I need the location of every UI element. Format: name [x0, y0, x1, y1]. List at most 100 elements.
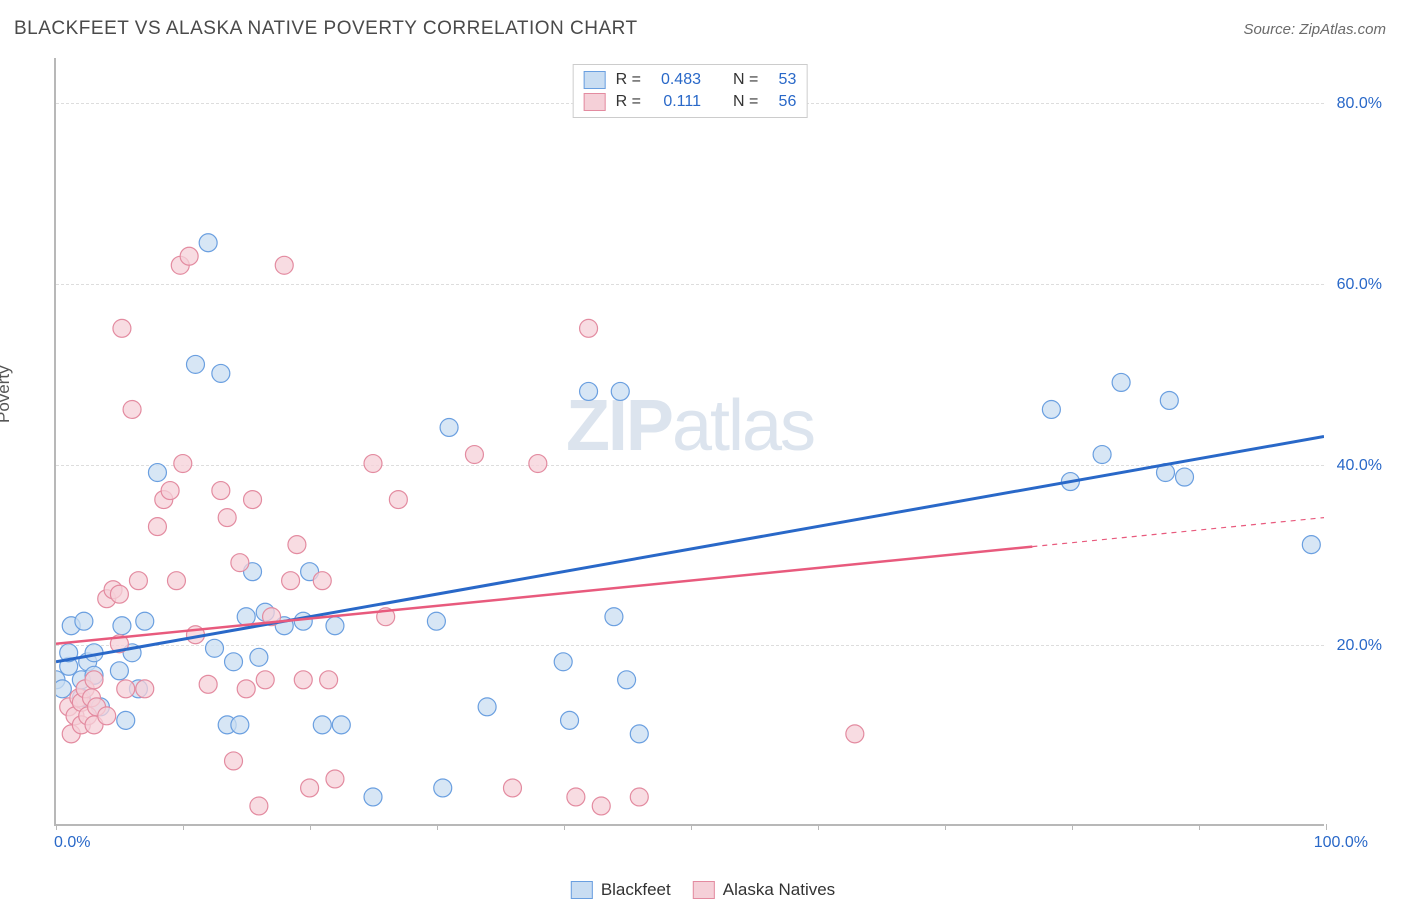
swatch-alaska — [693, 881, 715, 899]
swatch-icon — [584, 93, 606, 111]
x-tick — [691, 824, 692, 830]
data-point — [212, 364, 230, 382]
y-tick-label: 80.0% — [1337, 95, 1382, 113]
x-tick — [1199, 824, 1200, 830]
data-point — [332, 716, 350, 734]
data-point — [288, 536, 306, 554]
data-point — [136, 680, 154, 698]
data-point — [846, 725, 864, 743]
data-point — [630, 725, 648, 743]
data-point — [294, 671, 312, 689]
y-tick-label: 40.0% — [1337, 457, 1382, 475]
trend-line — [56, 547, 1032, 644]
series-legend: Blackfeet Alaska Natives — [571, 880, 835, 900]
data-point — [161, 482, 179, 500]
data-point — [85, 671, 103, 689]
data-point — [580, 319, 598, 337]
data-point — [326, 617, 344, 635]
x-tick — [310, 824, 311, 830]
data-point — [117, 711, 135, 729]
data-point — [1160, 391, 1178, 409]
x-tick — [945, 824, 946, 830]
data-point — [434, 779, 452, 797]
data-point — [618, 671, 636, 689]
legend-stat-row: R =0.483N =53 — [584, 69, 797, 91]
data-point — [110, 585, 128, 603]
data-point — [186, 355, 204, 373]
data-point — [148, 518, 166, 536]
legend-label-blackfeet: Blackfeet — [601, 880, 671, 900]
y-axis-label: Poverty — [0, 365, 14, 423]
data-point — [275, 256, 293, 274]
legend-stat-row: R =0.111N =56 — [584, 91, 797, 113]
data-point — [231, 716, 249, 734]
data-point — [56, 680, 71, 698]
legend-item-alaska: Alaska Natives — [693, 880, 835, 900]
y-tick-label: 60.0% — [1337, 276, 1382, 294]
data-point — [503, 779, 521, 797]
data-point — [630, 788, 648, 806]
data-point — [364, 788, 382, 806]
y-tick-label: 20.0% — [1337, 637, 1382, 655]
data-point — [389, 491, 407, 509]
data-point — [136, 612, 154, 630]
legend-label-alaska: Alaska Natives — [723, 880, 835, 900]
data-point — [592, 797, 610, 815]
scatter-svg — [56, 58, 1324, 824]
data-point — [554, 653, 572, 671]
data-point — [113, 319, 131, 337]
data-point — [320, 671, 338, 689]
r-value: 0.483 — [651, 71, 701, 89]
data-point — [123, 400, 141, 418]
data-point — [567, 788, 585, 806]
data-point — [199, 675, 217, 693]
data-point — [199, 234, 217, 252]
r-label: R = — [616, 93, 641, 111]
r-value: 0.111 — [651, 93, 701, 111]
data-point — [313, 572, 331, 590]
chart-title: BLACKFEET VS ALASKA NATIVE POVERTY CORRE… — [14, 18, 638, 40]
data-point — [605, 608, 623, 626]
correlation-legend: R =0.483N =53R =0.111N =56 — [573, 64, 808, 118]
data-point — [1042, 400, 1060, 418]
x-tick — [437, 824, 438, 830]
r-label: R = — [616, 71, 641, 89]
data-point — [561, 711, 579, 729]
data-point — [611, 382, 629, 400]
swatch-blackfeet — [571, 881, 593, 899]
data-point — [212, 482, 230, 500]
data-point — [110, 662, 128, 680]
data-point — [167, 572, 185, 590]
data-point — [225, 752, 243, 770]
swatch-icon — [584, 71, 606, 89]
data-point — [282, 572, 300, 590]
data-point — [1176, 468, 1194, 486]
data-point — [98, 707, 116, 725]
x-max-label: 100.0% — [1314, 834, 1368, 852]
data-point — [256, 671, 274, 689]
data-point — [364, 455, 382, 473]
x-tick — [1326, 824, 1327, 830]
data-point — [326, 770, 344, 788]
data-point — [1302, 536, 1320, 554]
data-point — [427, 612, 445, 630]
n-label: N = — [733, 71, 758, 89]
data-point — [529, 455, 547, 473]
x-tick — [1072, 824, 1073, 830]
data-point — [294, 612, 312, 630]
data-point — [129, 572, 147, 590]
x-tick — [564, 824, 565, 830]
x-axis-labels: 0.0% 100.0% — [54, 834, 1324, 864]
data-point — [75, 612, 93, 630]
data-point — [148, 464, 166, 482]
data-point — [1093, 446, 1111, 464]
data-point — [180, 247, 198, 265]
data-point — [231, 554, 249, 572]
legend-item-blackfeet: Blackfeet — [571, 880, 671, 900]
data-point — [218, 509, 236, 527]
x-min-label: 0.0% — [54, 834, 90, 852]
data-point — [174, 455, 192, 473]
data-point — [313, 716, 331, 734]
data-point — [478, 698, 496, 716]
data-point — [206, 639, 224, 657]
